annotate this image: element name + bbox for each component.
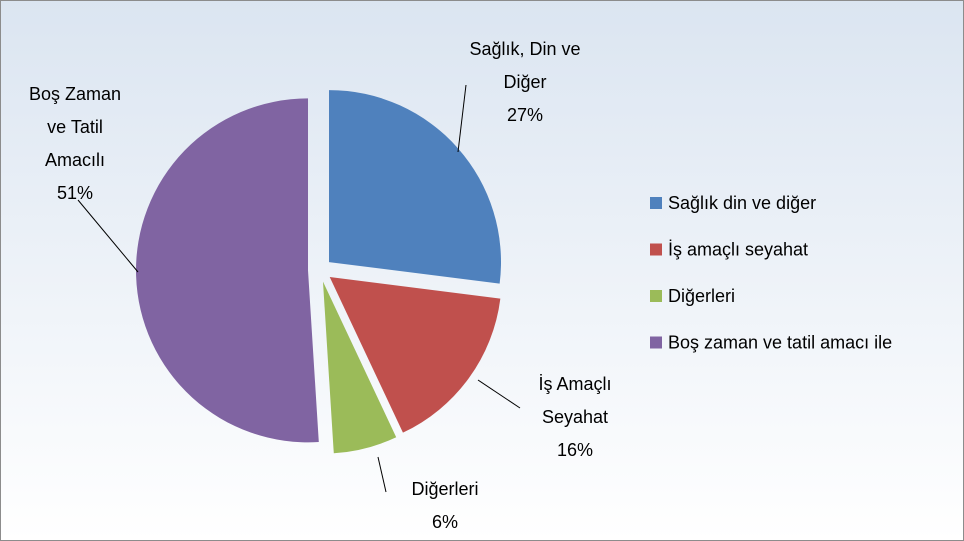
pie-slice [329,277,501,433]
data-value-label: 51% [57,183,93,203]
data-label: Seyahat [542,407,608,427]
legend-label: İş amaçlı seyahat [668,239,808,259]
legend-label: Boş zaman ve tatil amacı ile [668,332,892,352]
data-value-label: 6% [432,512,458,532]
data-value-label: 27% [507,105,543,125]
legend-swatch [650,290,662,302]
leader-line [77,199,139,273]
legend-label: Diğerleri [668,286,735,306]
legend-swatch [650,197,662,209]
leader-line [377,456,387,493]
leader-line [477,379,521,409]
data-value-label: 16% [557,440,593,460]
data-label: Diğerleri [411,479,478,499]
legend-label: Sağlık din ve diğer [668,193,816,213]
pie-slice [136,98,319,443]
data-label: İş Amaçlı [538,374,611,394]
data-label: Sağlık, Din ve [469,39,580,59]
leader-line [457,84,467,153]
data-label: ve Tatil [47,117,103,137]
pie-slice [322,281,397,454]
legend-swatch [650,243,662,256]
data-label: Amacılı [45,150,105,170]
legend-swatch [650,336,662,349]
data-label: Boş Zaman [29,84,121,104]
pie-slice [329,90,502,284]
data-label: Diğer [503,72,546,92]
